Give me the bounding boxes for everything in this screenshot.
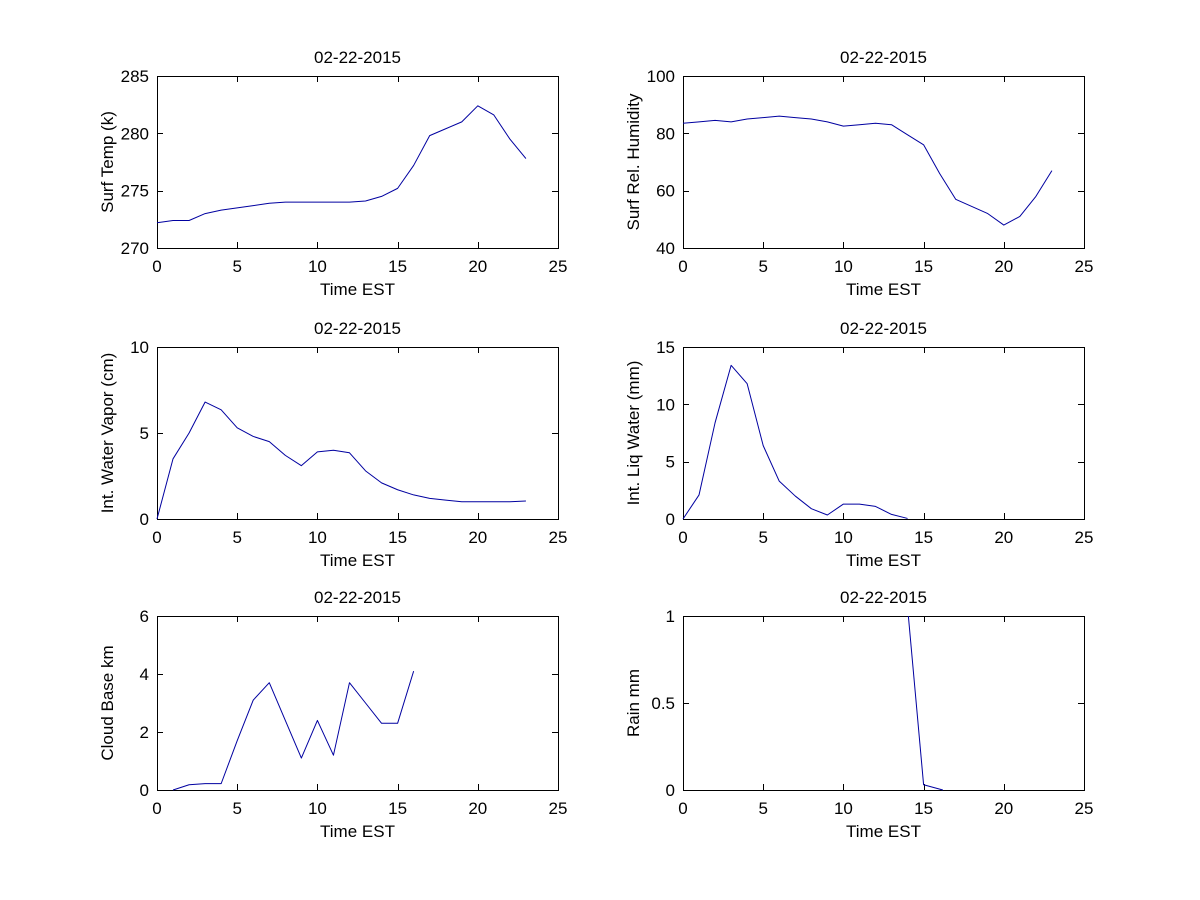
x-tick-label: 20 — [994, 528, 1013, 547]
y-tick-label: 15 — [656, 338, 675, 357]
y-tick-label: 5 — [666, 453, 675, 472]
subplot-int-liq-water: 0 5 10 15 20 25 0 5 10 15 02-22-2015 Time EST Int. L… — [624, 319, 1093, 570]
y-axis-label: Cloud Base km — [98, 645, 117, 760]
x-tick-label: 20 — [994, 257, 1013, 276]
x-tick-label: 25 — [549, 257, 568, 276]
x-tick-label: 0 — [678, 799, 687, 818]
y-tick-label: 4 — [140, 665, 149, 684]
x-tick-label: 0 — [678, 528, 687, 547]
x-axis-label: Time EST — [320, 551, 395, 570]
rain-line — [907, 615, 943, 791]
x-tick-label: 25 — [549, 799, 568, 818]
y-tick-label: 0 — [140, 781, 149, 800]
y-tick-label: 40 — [656, 239, 675, 258]
y-tick-label: 80 — [656, 124, 675, 143]
x-tick-label: 5 — [232, 528, 241, 547]
subplot-title: 02-22-2015 — [840, 48, 927, 67]
y-tick-label: 5 — [140, 424, 149, 443]
int-water-vapor-line — [156, 401, 526, 520]
int-liq-water-line — [682, 364, 908, 520]
y-tick-label: 280 — [121, 124, 149, 143]
x-tick-label: 5 — [758, 528, 767, 547]
x-tick-label: 25 — [1075, 799, 1094, 818]
x-tick-label: 15 — [388, 257, 407, 276]
x-axis-label: Time EST — [846, 280, 921, 299]
x-tick-label: 20 — [994, 799, 1013, 818]
subplot-cloud-base: 0 5 10 15 20 25 0 2 4 6 02-22-2015 Time EST Cloud Ba… — [98, 588, 567, 841]
x-tick-label: 5 — [232, 799, 241, 818]
x-tick-label: 15 — [914, 799, 933, 818]
y-tick-label: 0.5 — [651, 694, 675, 713]
x-tick-label: 10 — [308, 257, 327, 276]
y-axis-label: Surf Temp (k) — [98, 111, 117, 213]
x-tick-label: 10 — [834, 799, 853, 818]
y-tick-label: 1 — [666, 607, 675, 626]
x-tick-label: 0 — [152, 799, 161, 818]
y-tick-label: 60 — [656, 182, 675, 201]
x-tick-label: 25 — [549, 528, 568, 547]
axes-frame — [157, 616, 559, 791]
y-tick-label: 2 — [140, 723, 149, 742]
axes-frame — [683, 76, 1085, 249]
x-tick-label: 5 — [758, 257, 767, 276]
axes-frame — [157, 76, 559, 249]
surf-rel-humidity-line — [682, 115, 1053, 226]
subplot-title: 02-22-2015 — [314, 48, 401, 67]
subplot-title: 02-22-2015 — [840, 588, 927, 607]
y-axis-label: Int. Liq Water (mm) — [624, 361, 643, 506]
subplot-surf-rel-humidity: 0 5 10 15 20 25 40 60 80 100 02-22-2015 Time EST Sur… — [624, 48, 1093, 299]
y-tick-label: 10 — [130, 338, 149, 357]
y-axis-label: Rain mm — [624, 669, 643, 737]
y-tick-label: 285 — [121, 67, 149, 86]
x-tick-label: 5 — [232, 257, 241, 276]
x-tick-label: 25 — [1075, 528, 1094, 547]
x-tick-label: 10 — [308, 799, 327, 818]
x-tick-label: 20 — [468, 257, 487, 276]
y-tick-label: 10 — [656, 395, 675, 414]
y-tick-label: 6 — [140, 607, 149, 626]
subplot-rain: 0 5 10 15 20 25 0 0.5 1 02-22-2015 Time EST Rain mm — [624, 588, 1093, 841]
x-tick-label: 0 — [678, 257, 687, 276]
x-tick-label: 5 — [758, 799, 767, 818]
x-tick-label: 10 — [834, 528, 853, 547]
surf-temp-line — [156, 105, 527, 224]
x-axis-label: Time EST — [320, 822, 395, 841]
axes-frame — [683, 347, 1085, 520]
subplot-title: 02-22-2015 — [314, 319, 401, 338]
x-tick-label: 15 — [914, 528, 933, 547]
x-tick-label: 15 — [914, 257, 933, 276]
x-tick-label: 0 — [152, 257, 161, 276]
subplot-surf-temp: 0 5 10 15 20 25 270 275 280 285 02-22-2015 Time EST… — [98, 48, 567, 299]
subplot-title: 02-22-2015 — [840, 319, 927, 338]
y-tick-label: 100 — [647, 67, 675, 86]
x-tick-label: 20 — [468, 799, 487, 818]
cloud-base-line — [172, 670, 415, 791]
x-tick-label: 10 — [308, 528, 327, 547]
x-tick-label: 20 — [468, 528, 487, 547]
y-tick-label: 0 — [140, 510, 149, 529]
x-axis-label: Time EST — [320, 280, 395, 299]
y-tick-label: 0 — [666, 510, 675, 529]
y-tick-label: 270 — [121, 239, 149, 258]
subplot-title: 02-22-2015 — [314, 588, 401, 607]
y-tick-label: 275 — [121, 182, 149, 201]
x-axis-label: Time EST — [846, 822, 921, 841]
x-axis-label: Time EST — [846, 551, 921, 570]
x-tick-label: 25 — [1075, 257, 1094, 276]
x-tick-label: 0 — [152, 528, 161, 547]
x-tick-label: 10 — [834, 257, 853, 276]
y-axis-label: Surf Rel. Humidity — [624, 93, 643, 230]
y-tick-label: 0 — [666, 781, 675, 800]
y-axis-label: Int. Water Vapor (cm) — [98, 353, 117, 514]
subplot-int-water-vapor: 0 5 10 15 20 25 0 5 10 02-22-2015 Time EST Int. Wat… — [98, 319, 567, 570]
axes-frame — [157, 347, 559, 520]
x-tick-label: 15 — [388, 799, 407, 818]
axes-frame — [683, 616, 1085, 791]
x-tick-label: 15 — [388, 528, 407, 547]
